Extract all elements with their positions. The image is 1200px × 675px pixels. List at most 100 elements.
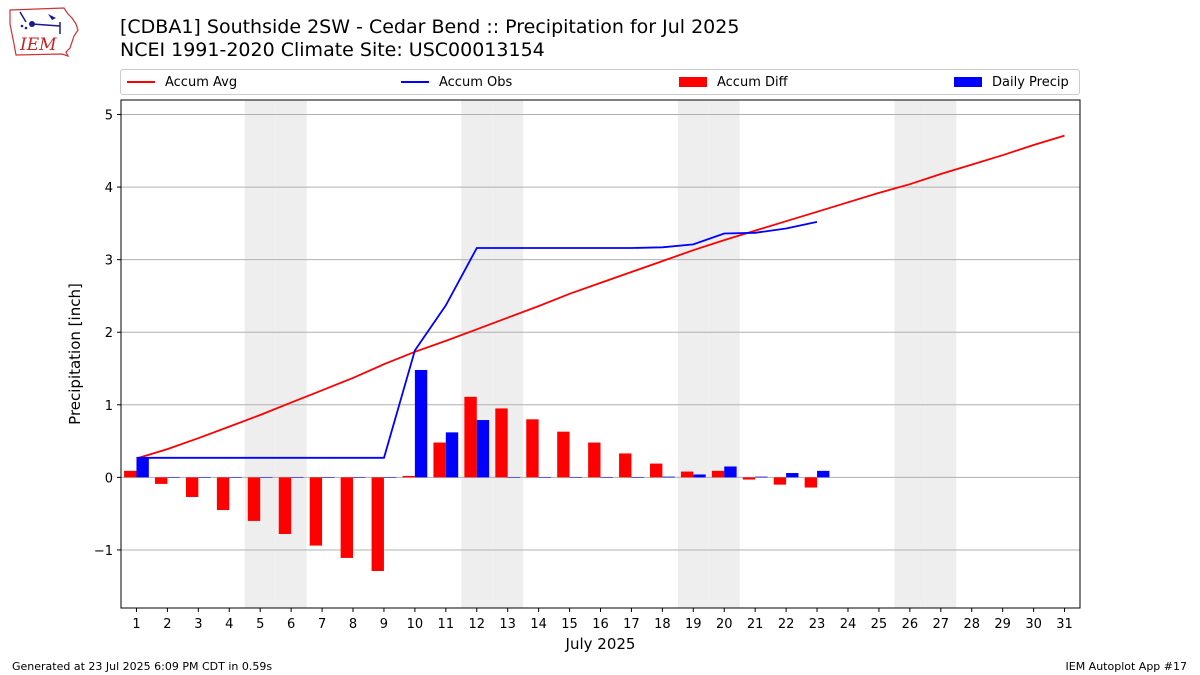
x-tick-label: 29 bbox=[994, 617, 1011, 632]
weekend-shade bbox=[894, 100, 926, 608]
daily-precip-bar bbox=[755, 476, 768, 478]
legend-item-accum-avg: Accum Avg bbox=[127, 70, 237, 94]
chart-subtitle: NCEI 1991-2020 Climate Site: USC00013154 bbox=[120, 39, 545, 61]
accum-diff-bar bbox=[155, 477, 168, 484]
legend-swatch-accum-avg bbox=[127, 81, 155, 83]
daily-precip-bar bbox=[198, 477, 211, 478]
x-tick-label: 20 bbox=[716, 617, 733, 632]
accum-diff-bar bbox=[649, 463, 663, 478]
accum-obs-line bbox=[136, 221, 818, 459]
accum-diff-bar bbox=[371, 477, 384, 571]
legend-item-accum-diff: Accum Diff bbox=[679, 70, 788, 94]
weekend-shade bbox=[244, 100, 276, 608]
y-tick-label: 5 bbox=[105, 109, 113, 124]
daily-precip-bar bbox=[662, 476, 675, 478]
daily-precip-bar bbox=[817, 470, 830, 478]
y-tick-label: −1 bbox=[94, 544, 113, 559]
iowa-map-icon: IEM bbox=[9, 7, 79, 58]
daily-precip-bar bbox=[167, 477, 180, 478]
x-tick-label: 21 bbox=[747, 617, 764, 632]
legend-swatch-accum-diff bbox=[679, 77, 707, 87]
accum-diff-bar bbox=[433, 442, 446, 478]
legend-item-daily-precip: Daily Precip bbox=[954, 70, 1069, 94]
logo-text: IEM bbox=[19, 35, 57, 55]
x-tick-label: 16 bbox=[592, 617, 609, 632]
weekend-shade bbox=[677, 100, 709, 608]
legend-label-accum-avg: Accum Avg bbox=[165, 74, 238, 90]
x-tick-label: 14 bbox=[530, 617, 547, 632]
daily-precip-bar bbox=[291, 477, 304, 478]
x-tick-label: 10 bbox=[407, 617, 424, 632]
accum-diff-bar bbox=[588, 442, 601, 478]
daily-precip-bar bbox=[569, 477, 582, 478]
daily-precip-bar bbox=[383, 477, 397, 478]
x-tick-label: 18 bbox=[654, 617, 671, 632]
weekend-shade bbox=[925, 100, 957, 608]
chart-title: [CDBA1] Southside 2SW - Cedar Bend :: Pr… bbox=[120, 16, 740, 38]
iem-logo: IEM bbox=[6, 4, 82, 64]
x-tick-label: 22 bbox=[778, 617, 795, 632]
weekend-shade bbox=[461, 100, 493, 608]
x-tick-label: 23 bbox=[809, 617, 826, 632]
x-tick-label: 5 bbox=[256, 617, 264, 632]
x-tick-label: 25 bbox=[871, 617, 888, 632]
weekend-shade bbox=[492, 100, 524, 608]
accum-diff-bar bbox=[309, 477, 323, 546]
y-tick-label: 4 bbox=[105, 181, 113, 196]
daily-precip-bar bbox=[631, 477, 644, 478]
daily-precip-bar bbox=[507, 477, 521, 478]
y-tick-label: 3 bbox=[105, 254, 113, 269]
accum-diff-bar bbox=[773, 477, 787, 485]
x-tick-label: 17 bbox=[623, 617, 640, 632]
daily-precip-bar bbox=[600, 477, 613, 478]
daily-precip-bar bbox=[538, 477, 552, 478]
x-tick-label: 19 bbox=[685, 617, 702, 632]
x-tick-label: 12 bbox=[468, 617, 485, 632]
legend-label-accum-obs: Accum Obs bbox=[439, 74, 513, 90]
accum-diff-bar bbox=[742, 477, 756, 480]
x-tick-label: 1 bbox=[132, 617, 140, 632]
x-tick-label: 7 bbox=[318, 617, 326, 632]
chart-legend: Accum Avg Accum Obs Accum Diff Daily Pre… bbox=[120, 69, 1080, 95]
daily-precip-bar bbox=[136, 457, 149, 478]
app-credit: IEM Autoplot App #17 bbox=[1065, 660, 1188, 673]
y-tick-label: 2 bbox=[105, 326, 113, 341]
daily-precip-bar bbox=[322, 477, 335, 478]
accum-diff-bar bbox=[278, 477, 292, 534]
legend-item-accum-obs: Accum Obs bbox=[401, 70, 512, 94]
x-tick-label: 11 bbox=[438, 617, 455, 632]
x-tick-label: 26 bbox=[902, 617, 919, 632]
x-tick-label: 4 bbox=[225, 617, 233, 632]
daily-precip-bar bbox=[260, 477, 273, 478]
daily-precip-bar bbox=[414, 369, 428, 478]
accum-diff-bar bbox=[340, 477, 354, 558]
accum-diff-bar bbox=[557, 431, 570, 478]
accum-diff-bar bbox=[216, 477, 230, 511]
daily-precip-bar bbox=[786, 473, 799, 478]
x-tick-label: 9 bbox=[380, 617, 388, 632]
x-axis-label: July 2025 bbox=[565, 635, 636, 653]
accum-diff-bar bbox=[711, 470, 725, 478]
y-tick-label: 1 bbox=[105, 399, 113, 414]
accum-diff-bar bbox=[619, 453, 632, 478]
x-tick-label: 30 bbox=[1025, 617, 1042, 632]
weekend-shade bbox=[708, 100, 740, 608]
x-tick-label: 6 bbox=[287, 617, 295, 632]
daily-precip-bar bbox=[445, 432, 459, 478]
x-tick-label: 13 bbox=[499, 617, 516, 632]
accum-diff-bar bbox=[495, 408, 508, 478]
accum-diff-bar bbox=[526, 419, 539, 478]
x-tick-label: 2 bbox=[163, 617, 171, 632]
daily-precip-bar bbox=[476, 420, 490, 478]
x-tick-label: 8 bbox=[349, 617, 357, 632]
accum-diff-bar bbox=[402, 475, 415, 478]
legend-swatch-daily-precip bbox=[954, 77, 982, 87]
x-tick-label: 3 bbox=[194, 617, 202, 632]
accum-diff-bar bbox=[185, 477, 199, 497]
accum-diff-bar bbox=[247, 477, 261, 521]
accum-avg-line bbox=[136, 134, 1065, 460]
accum-diff-bar bbox=[804, 477, 818, 488]
x-tick-label: 15 bbox=[561, 617, 578, 632]
daily-precip-bar bbox=[353, 477, 366, 478]
